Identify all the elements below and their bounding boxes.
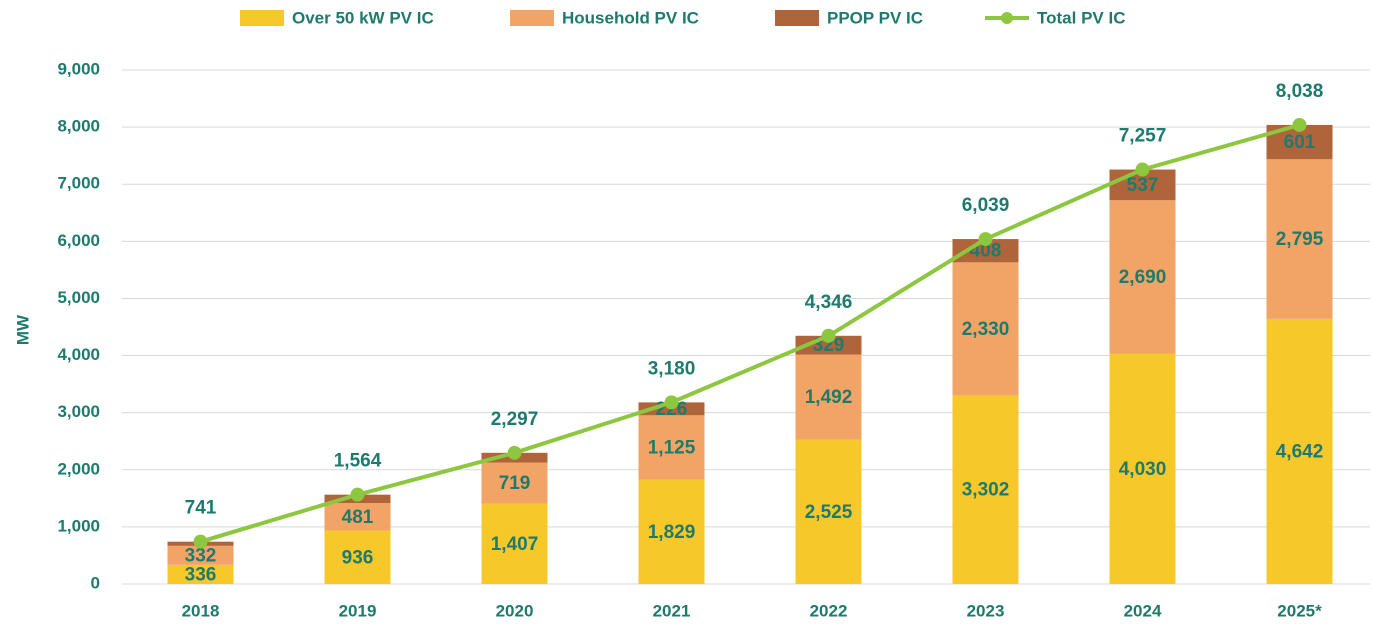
bar-segment <box>1266 159 1333 319</box>
y-tick-label: 5,000 <box>57 288 100 307</box>
line-point <box>193 534 208 549</box>
data-label: 2,795 <box>1276 229 1324 250</box>
y-tick-label: 7,000 <box>57 174 100 193</box>
x-tick-label: 2019 <box>339 601 377 620</box>
data-label: 336 <box>185 564 217 585</box>
bar-segment <box>167 564 234 584</box>
line-point <box>1292 117 1307 132</box>
bar-segment <box>952 239 1019 263</box>
data-label: 1,125 <box>648 437 696 458</box>
y-tick-label: 6,000 <box>57 231 100 250</box>
line-point <box>664 395 679 410</box>
legend-label: Over 50 kW PV IC <box>292 8 434 27</box>
legend-marker <box>1001 12 1013 24</box>
x-tick-label: 2022 <box>810 601 848 620</box>
line-point <box>821 328 836 343</box>
data-label: 719 <box>499 473 531 494</box>
bar-segment <box>481 503 548 584</box>
bar-segment <box>952 262 1019 396</box>
y-tick-label: 9,000 <box>57 59 100 78</box>
legend-label: Total PV IC <box>1037 8 1125 27</box>
data-label: 1,492 <box>805 387 853 408</box>
bar-segment <box>952 395 1019 584</box>
bar-segment <box>167 545 234 565</box>
legend-label: PPOP PV IC <box>827 8 923 27</box>
data-label: 2,297 <box>491 409 539 430</box>
y-tick-label: 1,000 <box>57 516 100 535</box>
data-label: 481 <box>342 507 374 528</box>
bar-segment <box>481 462 548 504</box>
bar-segment <box>795 439 862 584</box>
bar-segment <box>638 415 705 480</box>
bar-segment <box>1266 318 1333 584</box>
bar-segment <box>795 335 862 355</box>
y-tick-label: 0 <box>91 573 100 592</box>
x-tick-label: 2025* <box>1277 601 1322 620</box>
y-tick-label: 3,000 <box>57 402 100 421</box>
x-tick-label: 2021 <box>653 601 691 620</box>
legend-swatch <box>775 10 819 26</box>
x-tick-label: 2020 <box>496 601 534 620</box>
data-label: 1,829 <box>648 522 696 543</box>
total-line <box>199 123 1301 544</box>
line-point <box>507 445 522 460</box>
data-label: 2,690 <box>1119 267 1167 288</box>
data-label: 2,330 <box>962 319 1010 340</box>
y-axis-label: MW <box>13 314 32 345</box>
bar-segment <box>1109 200 1176 354</box>
legend-label: Household PV IC <box>562 8 699 27</box>
data-label: 601 <box>1284 132 1316 153</box>
line-point <box>1135 162 1150 177</box>
x-tick-label: 2024 <box>1124 601 1162 620</box>
legend-swatch <box>240 10 284 26</box>
line-point <box>978 232 993 247</box>
data-label: 4,030 <box>1119 459 1167 480</box>
y-tick-label: 4,000 <box>57 345 100 364</box>
data-label: 3,180 <box>648 358 696 379</box>
bar-segment <box>795 354 862 440</box>
x-tick-label: 2018 <box>182 601 220 620</box>
line-point <box>350 487 365 502</box>
data-label: 537 <box>1127 175 1159 196</box>
data-label: 8,038 <box>1276 81 1324 102</box>
x-tick-label: 2023 <box>967 601 1005 620</box>
y-tick-label: 2,000 <box>57 459 100 478</box>
data-label: 332 <box>185 545 217 566</box>
bar-segment <box>324 530 391 584</box>
data-label: 4,346 <box>805 292 853 313</box>
data-label: 4,642 <box>1276 441 1324 462</box>
y-tick-label: 8,000 <box>57 117 100 136</box>
legend-swatch <box>510 10 554 26</box>
data-label: 1,564 <box>334 451 382 472</box>
bar-segment <box>324 503 391 531</box>
data-label: 3,302 <box>962 480 1010 501</box>
data-label: 2,525 <box>805 502 853 523</box>
data-label: 936 <box>342 547 374 568</box>
bar-segment <box>1109 353 1176 584</box>
data-label: 741 <box>185 498 217 519</box>
data-label: 1,407 <box>491 534 539 555</box>
data-label: 7,257 <box>1119 126 1167 147</box>
bar-segment <box>638 479 705 584</box>
data-label: 6,039 <box>962 195 1010 216</box>
